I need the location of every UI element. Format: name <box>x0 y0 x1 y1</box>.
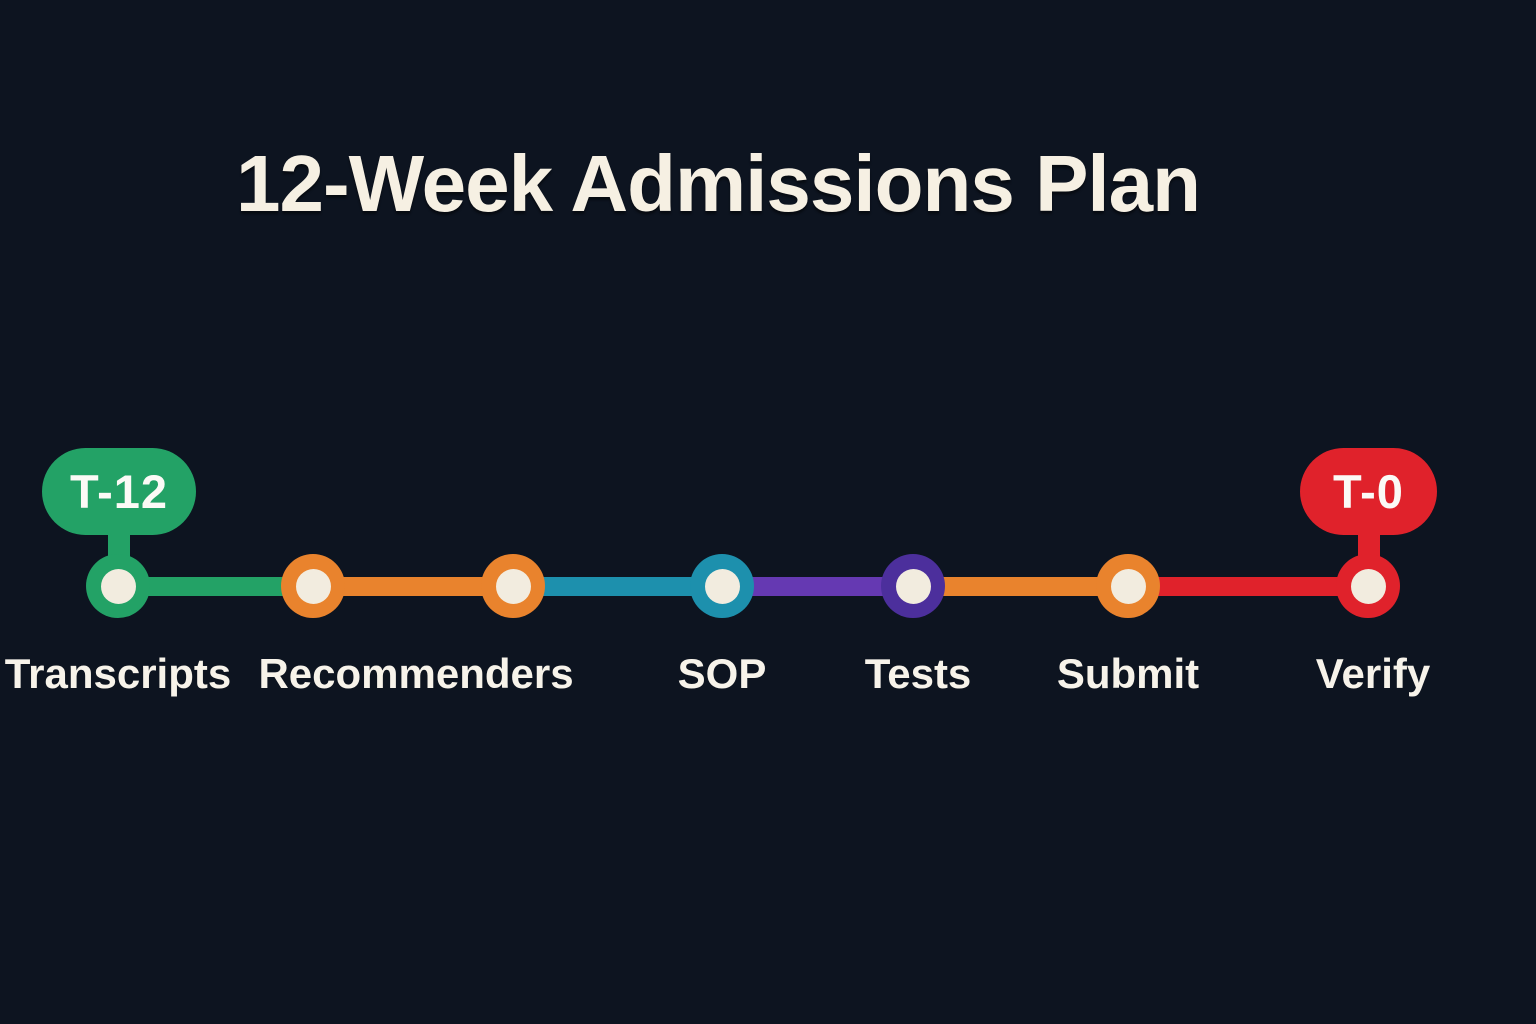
node-inner-dot <box>895 568 931 604</box>
node-inner-dot <box>704 568 740 604</box>
timeline-node-submit <box>1096 554 1160 618</box>
timeline-segment <box>313 577 513 596</box>
label-submit: Submit <box>1056 650 1200 697</box>
label-recommenders: Recommenders <box>258 650 574 697</box>
label-tests: Tests <box>864 650 972 697</box>
badge-t0-label: T-0 <box>1333 465 1404 518</box>
timeline-node-transcripts <box>86 554 150 618</box>
node-inner-dot <box>295 568 331 604</box>
timeline-node-verify <box>1336 554 1400 618</box>
timeline-segment <box>513 577 722 596</box>
timeline-node-sop <box>690 554 754 618</box>
timeline-segment <box>913 577 1128 596</box>
label-sop: SOP <box>677 650 767 697</box>
timeline-segment <box>1128 577 1368 596</box>
node-inner-dot <box>1350 568 1386 604</box>
timeline-segment <box>118 577 313 596</box>
timeline-node-recommenders-b <box>481 554 545 618</box>
label-transcripts: Transcripts <box>4 650 232 697</box>
timeline-segment <box>722 577 913 596</box>
timeline-node-recommenders-a <box>281 554 345 618</box>
node-inner-dot <box>100 568 136 604</box>
timeline-node-tests <box>881 554 945 618</box>
page-title: 12-Week Admissions Plan <box>235 139 1201 228</box>
badge-t12-label: T-12 <box>69 465 169 518</box>
badge-t0: T-0 <box>1300 448 1437 567</box>
node-inner-dot <box>495 568 531 604</box>
label-verify: Verify <box>1315 650 1431 697</box>
node-inner-dot <box>1110 568 1146 604</box>
badge-t12: T-12 <box>42 448 196 567</box>
